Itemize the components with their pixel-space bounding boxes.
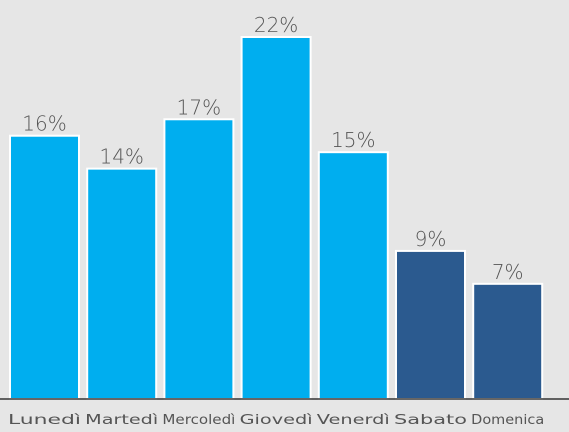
value-label-6: 9% bbox=[415, 227, 447, 251]
bar-4 bbox=[240, 36, 312, 400]
x-tick-label-7: Domenica bbox=[471, 413, 544, 428]
x-tick-label-3: Mercoledì bbox=[162, 413, 235, 428]
x-tick-label-4: Giovedì bbox=[240, 413, 313, 428]
value-label-2: 14% bbox=[99, 145, 143, 169]
x-tick-label-1: Lunedì bbox=[8, 413, 81, 428]
x-tick-label-2: Martedì bbox=[85, 413, 158, 428]
value-label-7: 7% bbox=[492, 260, 524, 284]
bar-2 bbox=[86, 167, 158, 400]
x-tick-labels-group: Lunedì Martedì Mercoledì Giovedì Venerdì Saba… bbox=[8, 413, 544, 428]
bar-5 bbox=[317, 151, 389, 400]
bar-7 bbox=[472, 282, 544, 400]
value-label-4: 22% bbox=[254, 13, 298, 37]
bars-group bbox=[9, 36, 544, 401]
value-labels-group: 16% 14% 17% 22% 15% 9% 7% bbox=[22, 13, 523, 284]
bar-3 bbox=[163, 118, 235, 400]
bar-6 bbox=[395, 249, 466, 400]
value-label-5: 15% bbox=[331, 128, 375, 152]
x-tick-label-5: Venerdì bbox=[317, 413, 390, 428]
x-tick-label-6: Sabato bbox=[394, 413, 467, 428]
value-label-3: 17% bbox=[177, 95, 221, 119]
bar-1 bbox=[9, 134, 80, 401]
value-label-1: 16% bbox=[22, 112, 66, 136]
